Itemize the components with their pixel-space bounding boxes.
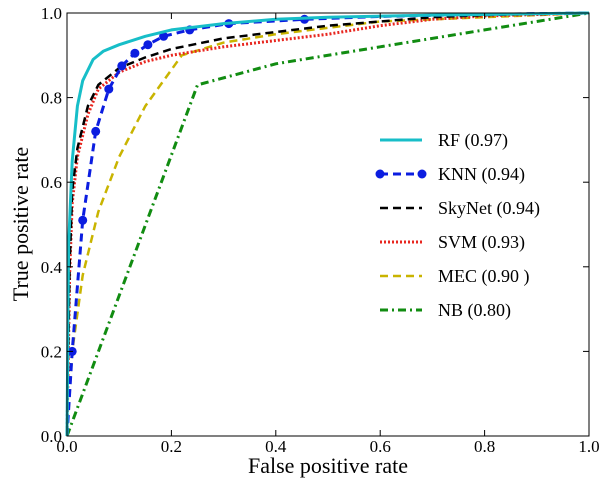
y-tick-label: 0.4 bbox=[41, 258, 63, 277]
y-tick-label: 0.2 bbox=[41, 342, 62, 361]
legend-label: SVM (0.93) bbox=[438, 232, 525, 253]
legend-label: RF (0.97) bbox=[438, 130, 508, 151]
series-marker bbox=[91, 126, 101, 136]
x-tick-label: 0.2 bbox=[161, 437, 182, 456]
series-marker bbox=[104, 84, 114, 94]
legend-label: SkyNet (0.94) bbox=[438, 198, 540, 219]
y-tick-label: 0.8 bbox=[41, 89, 62, 108]
x-tick-label: 0.8 bbox=[474, 437, 495, 456]
legend-label: NB (0.80) bbox=[438, 300, 511, 321]
y-tick-label: 0.6 bbox=[41, 173, 62, 192]
x-axis-label: False positive rate bbox=[248, 453, 408, 478]
series-line bbox=[65, 11, 590, 437]
y-axis-label: True positive rate bbox=[8, 147, 33, 301]
plot-frame bbox=[66, 12, 590, 437]
series-layer bbox=[65, 11, 590, 437]
x-tick-label: 0.0 bbox=[56, 437, 77, 456]
series-marker bbox=[159, 31, 169, 41]
y-tick-label: 1.0 bbox=[41, 4, 62, 23]
series-marker bbox=[143, 40, 153, 50]
legend-label: KNN (0.94) bbox=[438, 164, 525, 185]
series-marker bbox=[130, 48, 140, 58]
x-tick-label: 0.4 bbox=[265, 437, 287, 456]
series-line bbox=[65, 11, 590, 437]
legend: RF (0.97) KNN (0.94) SkyNet (0.94) SVM (0.9… bbox=[375, 130, 540, 321]
y-tick-label: 0.0 bbox=[41, 427, 62, 446]
series-marker bbox=[117, 61, 127, 71]
legend-marker bbox=[375, 169, 385, 179]
legend-marker bbox=[417, 169, 427, 179]
series-line bbox=[65, 11, 590, 437]
series-marker bbox=[78, 215, 88, 225]
series-line bbox=[65, 11, 590, 437]
legend-label: MEC (0.90 ) bbox=[438, 266, 530, 287]
x-tick-label: 0.6 bbox=[370, 437, 391, 456]
series-line bbox=[65, 11, 590, 437]
x-tick-label: 1.0 bbox=[578, 437, 599, 456]
tick-layer: 0.0 0.2 0.4 0.6 0.8 1.0 0.0 0.2 0.4 0.6 0.8 1.0 bbox=[41, 4, 600, 456]
